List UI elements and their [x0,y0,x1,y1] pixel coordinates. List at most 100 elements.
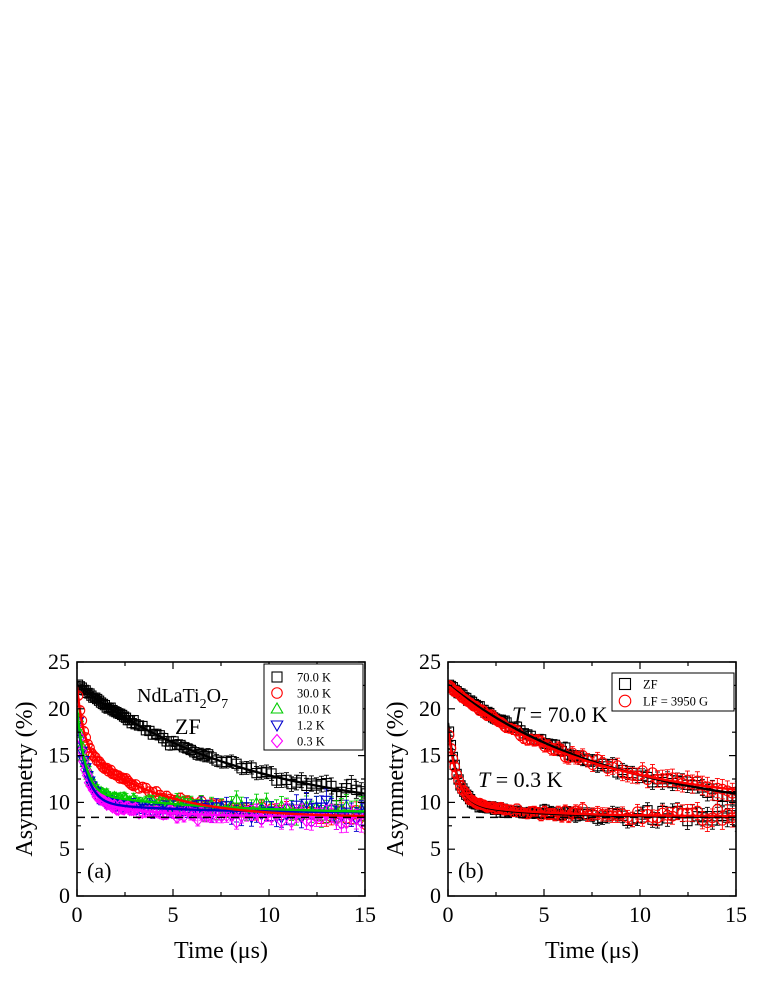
data-point [340,815,353,830]
data-point [77,754,90,769]
fit-curve-70K [77,683,365,795]
data-point [711,803,723,815]
fit-curve-1.2K [77,713,365,814]
data-point [335,816,348,831]
legend-marker [271,671,283,683]
panel-a-title-sub1: 2 [200,697,207,712]
data-point [130,719,141,730]
x-tick-label: 10 [258,902,280,927]
data-point [230,792,243,804]
data-point [120,712,132,723]
data-point [360,811,365,822]
annotation-03k-text: = 0.3 K [490,767,562,792]
y-tick-label: 15 [48,743,70,768]
panel-b-axis-ticks: 0 5 10 15 0 5 10 15 20 25 [419,649,747,927]
y-tick-label: 20 [48,696,70,721]
data-point [144,725,155,737]
data-point [93,756,105,767]
data-point [731,786,736,797]
y-tick-label: 20 [419,696,441,721]
data-point [326,780,337,792]
x-tick-label: 15 [354,902,376,927]
panel-a-x-axis-label: Time (μs) [174,938,268,964]
panel-a-title-mid: O [207,685,221,707]
data-point [320,795,333,807]
panel-a-title: NdLaTi2O7 [137,685,228,712]
legend-box [263,663,364,751]
series-70-0-K [77,679,365,805]
data-point [178,742,190,753]
y-tick-label: 0 [59,883,70,908]
data-point [220,808,233,823]
data-point [458,785,470,797]
data-point [290,800,303,812]
y-tick-label: 25 [419,649,441,674]
y-tick-label: 0 [430,883,441,908]
annotation-03k-italic: T [478,767,492,792]
panel-b-y-axis-label: Asymmetry (%) [383,701,409,856]
annotation-70k-text: = 70.0 K [524,702,607,727]
data-point [79,762,92,777]
data-point [300,813,313,828]
fit-curve-lf-70K [448,684,736,791]
data-point [130,779,141,790]
panel-b-legend: ZF LF = 3950 G [611,672,735,712]
data-point [116,772,128,784]
panel-a: 0 5 10 15 0 5 10 15 20 25 Asymmetry (%) Time (μs)… [12,649,376,964]
legend-marker [270,720,284,733]
panel-b-x-axis-label: Time (μs) [545,938,639,964]
x-tick-label: 5 [168,902,179,927]
x-tick-label: 0 [443,902,454,927]
legend-box [611,672,735,712]
fit-curve-zf-70K [448,683,736,795]
y-tick-label: 25 [48,649,70,674]
panel-a-title-sub2: 7 [221,697,228,712]
legend-marker [618,694,632,708]
panel-a-title-main: NdLaTi [137,685,200,707]
x-tick-label: 10 [629,902,651,927]
legend-label: 70.0 K [297,671,331,685]
x-tick-label: 0 [72,902,83,927]
y-tick-label: 5 [59,836,70,861]
panel-a-label: (a) [87,858,111,883]
data-point [453,774,464,786]
data-point [81,768,94,783]
data-point [182,743,193,754]
legend-marker [270,701,284,714]
data-point [305,814,318,829]
data-point [235,808,248,823]
y-tick-label: 5 [430,836,441,861]
panel-a-legend: 70.0 K 30.0 K 10.0 K 1.2 K 0.3 K [263,663,364,751]
data-point [315,802,328,814]
data-point [285,814,298,829]
legend-marker [270,733,284,749]
annotation-70k-italic: T [512,702,526,727]
legend-label: ZF [643,678,658,692]
panel-b-annotation-03k: T = 0.3 K [478,767,563,792]
legend-label: 10.0 K [297,703,331,717]
legend-label: 30.0 K [297,687,331,701]
x-tick-label: 5 [539,902,550,927]
legend-label: LF = 3950 G [643,695,708,709]
panel-a-y-axis-label: Asymmetry (%) [12,701,38,856]
legend-label: 1.2 K [297,719,325,733]
panel-b-annotation-70k: T = 70.0 K [512,702,608,727]
data-point [464,697,476,709]
x-tick-label: 15 [725,902,747,927]
data-point [265,810,278,824]
panel-a-condition-label: ZF [175,714,201,739]
data-point [360,803,365,812]
data-point [158,732,169,744]
panel-b: 0 5 10 15 0 5 10 15 20 25 Asymmetry (%) Time (μs)… [383,649,747,964]
data-point [275,814,288,828]
panel-a-axis-ticks: 0 5 10 15 0 5 10 15 20 25 [48,649,376,927]
fit-curve-30K [77,686,365,818]
legend-marker [618,677,632,691]
panel-b-label: (b) [458,858,484,883]
data-point [535,810,547,821]
y-tick-label: 10 [48,789,70,814]
legend-marker [271,687,283,699]
panel-a-data-layer [77,679,365,835]
fit-curve-lf-0.3K [448,727,736,818]
